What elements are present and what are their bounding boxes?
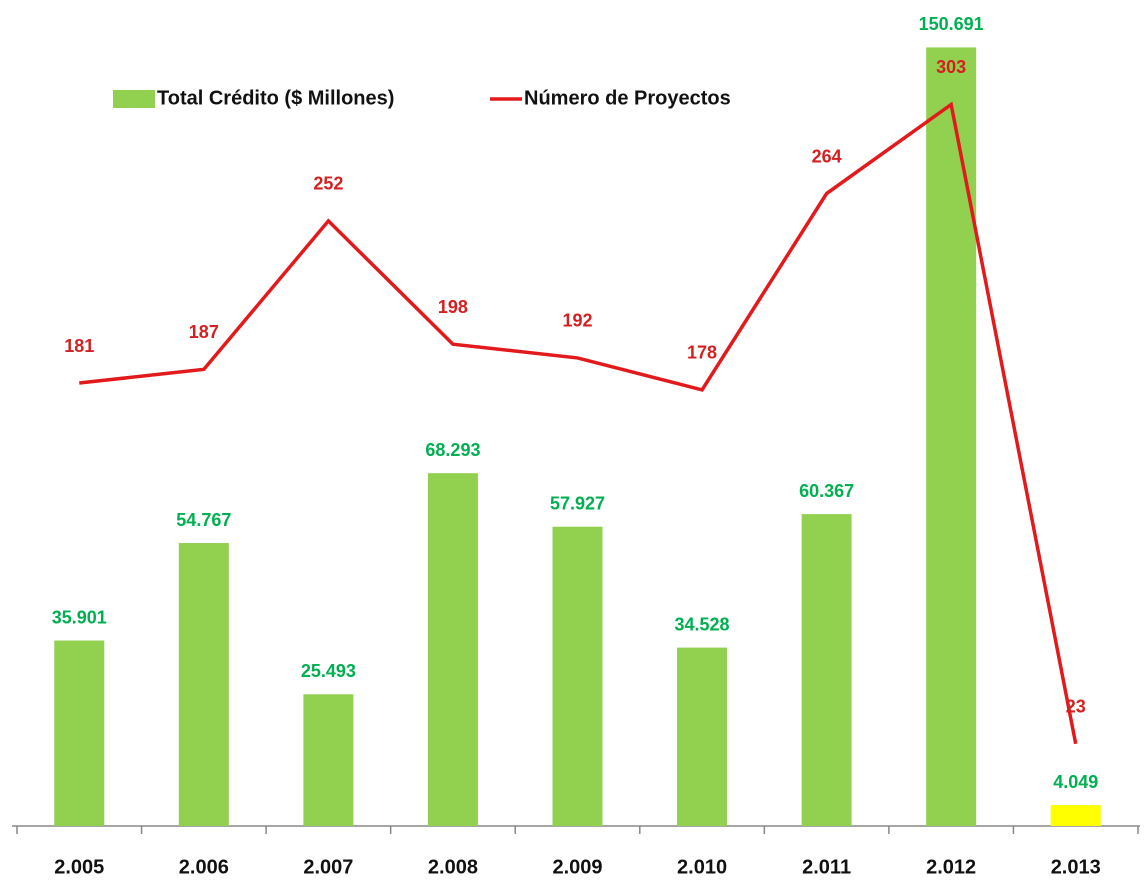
bar-value-label: 54.767 — [176, 510, 231, 530]
bar — [677, 647, 728, 826]
x-tick-label: 2.012 — [926, 856, 976, 878]
legend-label: Número de Proyectos — [524, 87, 731, 109]
bar — [54, 640, 105, 826]
x-tick-label: 2.010 — [677, 856, 727, 878]
bar-value-label: 25.493 — [301, 661, 356, 681]
line-value-label: 178 — [687, 343, 717, 363]
line-value-label: 303 — [936, 57, 966, 77]
line-value-label: 187 — [189, 322, 219, 342]
line-value-label: 252 — [313, 174, 343, 194]
bar-value-label: 150.691 — [919, 14, 984, 34]
bar — [303, 694, 354, 826]
bar — [427, 473, 478, 826]
bar-value-label: 57.927 — [550, 493, 605, 513]
bar-value-label: 4.049 — [1053, 772, 1098, 792]
bar-value-label: 35.901 — [52, 607, 107, 627]
bar — [1050, 805, 1101, 826]
line-value-label: 198 — [438, 297, 468, 317]
line-value-label: 264 — [812, 146, 842, 166]
bar-value-label: 60.367 — [799, 481, 854, 501]
x-tick-label: 2.007 — [303, 856, 353, 878]
legend-label: Total Crédito ($ Millones) — [157, 87, 394, 109]
line-value-label: 192 — [562, 311, 592, 331]
x-tick-label: 2.009 — [552, 856, 602, 878]
x-tick-label: 2.006 — [179, 856, 229, 878]
x-tick-label: 2.008 — [428, 856, 478, 878]
line-value-label: 181 — [64, 336, 94, 356]
x-tick-label: 2.013 — [1051, 856, 1101, 878]
bar — [926, 47, 977, 827]
bar — [178, 543, 229, 826]
x-tick-label: 2.011 — [802, 856, 851, 878]
bar — [552, 526, 603, 826]
x-tick-label: 2.005 — [54, 856, 104, 878]
bar — [801, 514, 852, 826]
legend-swatch — [113, 90, 155, 108]
line — [79, 101, 1078, 745]
bar-value-label: 34.528 — [675, 614, 730, 634]
line-value-label: 23 — [1066, 697, 1086, 717]
bar-value-label: 68.293 — [425, 440, 480, 460]
